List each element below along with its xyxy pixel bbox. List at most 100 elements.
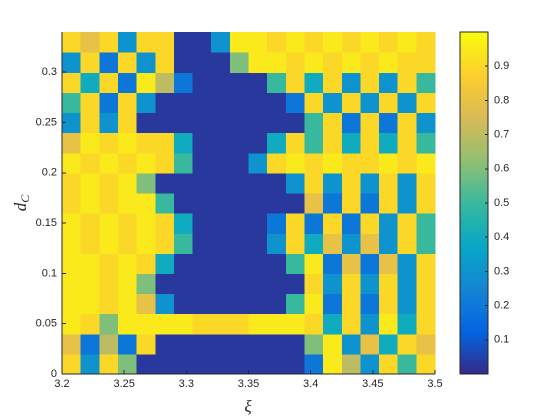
heatmap-cell <box>229 353 250 375</box>
heatmap-cell <box>304 52 324 73</box>
heatmap-cell <box>155 92 175 114</box>
heatmap-cell <box>155 213 175 234</box>
colorbar-swatch <box>460 228 488 233</box>
colorbar-tick-label: 0.9 <box>494 60 509 72</box>
heatmap-cell <box>80 72 100 93</box>
colorbar-swatch <box>460 322 488 327</box>
heatmap-cell <box>360 152 380 174</box>
heatmap-cell <box>416 233 436 254</box>
colorbar-swatch <box>460 69 488 73</box>
heatmap-cell <box>62 192 82 214</box>
heatmap-cell <box>267 273 287 295</box>
heatmap-cell <box>211 132 231 154</box>
colorbar-tick-label: 0.4 <box>494 231 509 243</box>
colorbar-swatch <box>460 203 488 207</box>
colorbar-swatch <box>460 242 488 247</box>
colorbar-swatch <box>460 197 488 201</box>
heatmap-cell <box>267 313 287 335</box>
colorbar-swatch <box>460 60 488 64</box>
heatmap-cell <box>267 172 287 194</box>
colorbar-swatch <box>460 342 488 347</box>
colorbar-swatch <box>460 185 488 190</box>
colorbar-swatch <box>460 143 488 147</box>
colorbar-swatch <box>460 234 488 238</box>
heatmap-cell <box>304 172 324 194</box>
y-axis-label: dC <box>11 194 32 212</box>
heatmap-cell <box>304 112 324 134</box>
heatmap-cell <box>62 313 82 335</box>
heatmap-cell <box>397 192 417 214</box>
heatmap-cell <box>62 52 82 73</box>
colorbar-swatch <box>460 217 488 221</box>
heatmap-cell <box>248 293 268 315</box>
heatmap-cell <box>117 132 138 154</box>
colorbar-swatch <box>460 285 488 290</box>
heatmap-cell <box>80 192 100 214</box>
heatmap-cell <box>323 132 343 154</box>
heatmap-cell <box>267 353 287 375</box>
heatmap-cell <box>192 333 212 355</box>
heatmap-cell <box>80 313 100 335</box>
heatmap-cell <box>379 112 399 134</box>
heatmap-cell <box>416 313 436 335</box>
colorbar-swatch <box>460 71 488 76</box>
heatmap-cell <box>155 152 175 174</box>
colorbar-swatch <box>460 311 488 315</box>
colorbar-swatch <box>460 308 488 312</box>
colorbar-swatch <box>460 368 488 372</box>
heatmap-cell <box>192 353 212 375</box>
heatmap-cell <box>341 152 361 174</box>
heatmap-cell <box>248 32 268 53</box>
colorbar-tick-label: 0.2 <box>494 300 509 312</box>
colorbar-swatch <box>460 123 488 127</box>
heatmap-cell <box>304 293 324 315</box>
heatmap-cell <box>379 273 399 295</box>
heatmap-cell <box>136 112 156 134</box>
x-tick-label: 3.4 <box>303 378 318 390</box>
heatmap-cell <box>211 273 231 295</box>
heatmap-cell <box>80 333 100 355</box>
colorbar-swatch <box>460 359 488 364</box>
heatmap-cell <box>248 353 268 375</box>
heatmap-cell <box>397 273 417 295</box>
heatmap-cell <box>62 353 82 375</box>
heatmap-cell <box>285 192 306 214</box>
heatmap-cell <box>62 172 82 194</box>
heatmap-cell <box>117 52 138 73</box>
colorbar-swatch <box>460 282 488 287</box>
colorbar-swatch <box>460 103 488 107</box>
heatmap-cell <box>323 333 343 355</box>
colorbar-tick-label: 0.8 <box>494 94 509 106</box>
heatmap-cell <box>285 152 306 174</box>
colorbar-swatch <box>460 89 488 93</box>
heatmap-cell <box>360 32 380 53</box>
heatmap-cell <box>248 313 268 335</box>
heatmap-cell <box>229 112 250 134</box>
heatmap-cell <box>136 293 156 315</box>
colorbar-swatch <box>460 336 488 341</box>
heatmap-cell <box>341 32 361 53</box>
colorbar-swatch <box>460 63 488 67</box>
colorbar-swatch <box>460 194 488 198</box>
heatmap-cell <box>211 152 231 174</box>
heatmap-cell <box>285 172 306 194</box>
heatmap-cell <box>99 172 119 194</box>
colorbar-swatch <box>460 268 488 272</box>
heatmap-cell <box>117 112 138 134</box>
colorbar-swatch <box>460 140 488 144</box>
colorbar-swatch <box>460 205 488 210</box>
heatmap-cell <box>192 253 212 275</box>
colorbar-swatch <box>460 37 488 42</box>
heatmap-cell <box>267 293 287 315</box>
heatmap-cell <box>211 213 231 234</box>
heatmap-cell <box>173 353 194 375</box>
heatmap-cell <box>136 92 156 114</box>
heatmap-cell <box>397 152 417 174</box>
colorbar-swatch <box>460 111 488 116</box>
colorbar-swatch <box>460 362 488 367</box>
heatmap-cell <box>117 213 138 234</box>
heatmap-cell <box>173 313 194 335</box>
heatmap-cell <box>229 32 250 53</box>
heatmap-cell <box>248 172 268 194</box>
colorbar-swatch <box>460 34 488 39</box>
